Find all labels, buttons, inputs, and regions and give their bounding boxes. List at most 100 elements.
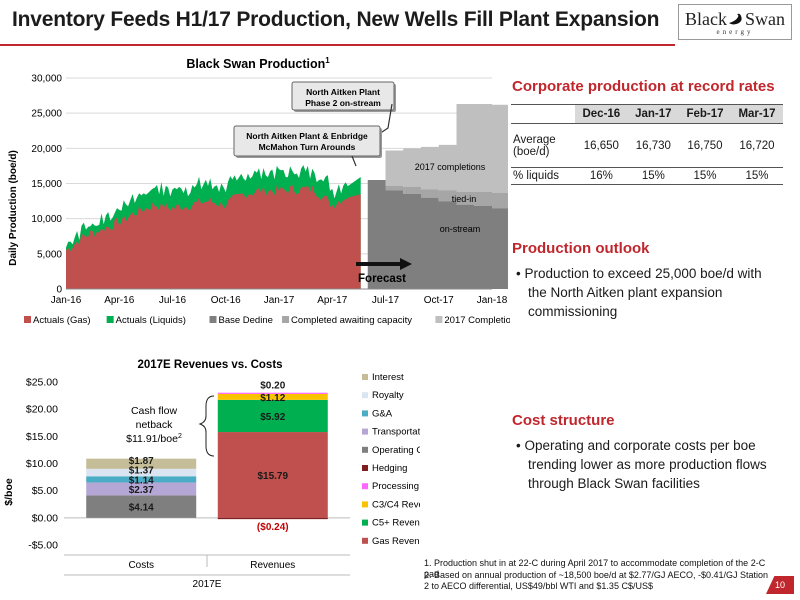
- table-cell: 16,720: [730, 123, 783, 168]
- bar-segment-processing-income: [217, 392, 328, 394]
- legend-label: C3/C4 Revenue: [372, 499, 420, 510]
- c5-revenue-label: $5.92: [260, 412, 285, 423]
- legend-label: Interest: [372, 372, 404, 383]
- legend-item: Base Dedine: [209, 315, 273, 326]
- y-tick-label: -$5.00: [28, 540, 58, 552]
- page-title: Inventory Feeds H1/17 Production, New We…: [12, 8, 660, 31]
- table-cell: 15%: [678, 167, 731, 185]
- legend-label: Hedging: [372, 463, 407, 474]
- table-header-cell: [511, 104, 575, 124]
- logo-wordmark: Black Swan: [685, 9, 785, 30]
- logo-word-b: Swan: [745, 8, 785, 29]
- legend-item: Interest: [362, 372, 404, 383]
- callout-line-1: Cash flow: [131, 405, 178, 417]
- legend-label: Actuals (Liquids): [116, 315, 186, 326]
- callout-line-2: netback: [136, 419, 174, 431]
- legend-label: Royalty: [372, 390, 404, 401]
- production-chart: Black Swan Production1 Daily Production …: [8, 56, 510, 326]
- legend-item: Hedging: [362, 463, 407, 474]
- y-tick-label: 20,000: [31, 144, 62, 155]
- table-header-cell: Jan-17: [627, 104, 679, 124]
- legend-item: Transportation: [362, 427, 420, 438]
- legend-item: Processing Income: [362, 481, 420, 492]
- gas-area: [66, 185, 361, 289]
- bar-segment-gas-revenue: [217, 432, 328, 518]
- svg-text:McMahon Turn Arounds: McMahon Turn Arounds: [259, 142, 356, 152]
- legend-label: G&A: [372, 408, 393, 419]
- svg-text:North Aitken Plant: North Aitken Plant: [306, 87, 380, 97]
- transportation-label: $2.37: [129, 485, 154, 496]
- table-row-label: % liquids: [511, 167, 575, 185]
- callout-line-3: $11.91/boe2: [126, 433, 182, 445]
- hedging-label: ($0.24): [257, 522, 289, 533]
- legend-label: 2017 Completions: [444, 315, 510, 326]
- svg-text:North Aitken Plant & Enbridge: North Aitken Plant & Enbridge: [246, 131, 368, 141]
- table-header-cell: Dec-16: [575, 104, 628, 124]
- awaiting-capacity-area: [385, 185, 508, 209]
- x-tick-label: Jul-17: [372, 295, 400, 306]
- x-tick-label: Jan-18: [477, 295, 508, 306]
- revenue-legend: Interest Royalty G&A Transportation Operatin…: [362, 372, 420, 547]
- production-legend: Actuals (Gas) Actuals (Liquids) Base Dedin…: [24, 315, 510, 326]
- legend-item: 2017 Completions: [435, 315, 510, 326]
- interest-label: $1.87: [129, 456, 154, 467]
- y-tick-label: 25,000: [31, 109, 62, 120]
- c3c4-revenue-label: $1.12: [260, 393, 285, 404]
- title-underline: [0, 44, 675, 46]
- completions-label: 2017 completions: [415, 162, 486, 172]
- legend-item: C5+ Revenue: [362, 518, 420, 529]
- legend-label: Transportation: [372, 427, 420, 438]
- forecast-arrowhead: [400, 258, 412, 270]
- table-cell: 15%: [730, 167, 783, 185]
- corporate-production-heading: Corporate production at record rates: [512, 78, 775, 95]
- gas-revenue-label: $15.79: [257, 471, 288, 482]
- legend-label: Processing Income: [372, 481, 420, 492]
- legend-label: C5+ Revenue: [372, 518, 420, 529]
- group-label: 2017E: [193, 579, 222, 590]
- table-header-row: Dec-16 Jan-17 Feb-17 Mar-17: [511, 104, 783, 124]
- ga-label: $1.14: [129, 475, 154, 486]
- footnote-1: 1. Production shut in at 22-C during Apr…: [424, 558, 766, 579]
- cost-bullet: • Operating and corporate costs per boe …: [516, 438, 767, 491]
- table-cell: 15%: [627, 167, 679, 185]
- swan-icon: [729, 13, 742, 25]
- bar-segment-hedging: [217, 517, 328, 520]
- legend-item: G&A: [362, 408, 393, 419]
- legend-item: Operating Cost: [362, 445, 420, 456]
- legend-item: Completed awaiting capacity: [282, 315, 412, 326]
- x-tick-label: Apr-17: [317, 295, 347, 306]
- table-header-cell: Mar-17: [730, 104, 783, 124]
- annotation-arrow: [351, 155, 357, 167]
- x-tick-label: Oct-16: [211, 295, 241, 306]
- y-tick-label: 10,000: [31, 214, 62, 225]
- bar-segment-royalty: [86, 468, 197, 477]
- logo-subtitle: energy: [716, 27, 754, 36]
- category-label: Revenues: [250, 560, 295, 571]
- production-table: Dec-16 Jan-17 Feb-17 Mar-17 Average (boe…: [511, 104, 783, 185]
- bar-segment-transportation: [86, 482, 197, 496]
- x-tick-label: Jan-16: [51, 295, 82, 306]
- x-tick-label: Apr-16: [104, 295, 134, 306]
- revenue-chart-title: 2017E Revenues vs. Costs: [137, 359, 282, 371]
- bar-segment-operating-cost: [86, 495, 197, 518]
- x-tick-label: Oct-17: [424, 295, 454, 306]
- bar-segment-interest: [86, 458, 197, 469]
- y-tick-label: 15,000: [31, 179, 62, 190]
- revenue-axes: -$5.00 $0.00 $5.00 $10.00 $15.00 $20.00 $25.00…: [26, 377, 350, 590]
- svg-text:Phase 2 on-stream: Phase 2 on-stream: [305, 98, 381, 108]
- legend-label: Gas Revenue: [372, 536, 420, 547]
- y-tick-label: 5,000: [37, 249, 62, 260]
- y-tick-label: $15.00: [26, 431, 58, 443]
- black-swan-logo: Black Swan energy: [678, 4, 792, 40]
- outlook-bullet: • Production to exceed 25,000 boe/d with…: [516, 266, 762, 319]
- table-cell: 16,750: [678, 123, 731, 168]
- revenue-bars: $15.79$5.92$1.12$0.20($0.24)$4.14$2.37$1…: [86, 380, 328, 533]
- production-y-axis-label: Daily Production (boe/d): [8, 150, 19, 266]
- production-outlook-heading: Production outlook: [512, 240, 650, 257]
- table-row: % liquids 16% 15% 15% 15%: [511, 167, 783, 185]
- legend-item: Royalty: [362, 390, 404, 401]
- bar-segment-c3-c4-revenue: [217, 393, 328, 400]
- legend-item: Actuals (Liquids): [106, 315, 186, 326]
